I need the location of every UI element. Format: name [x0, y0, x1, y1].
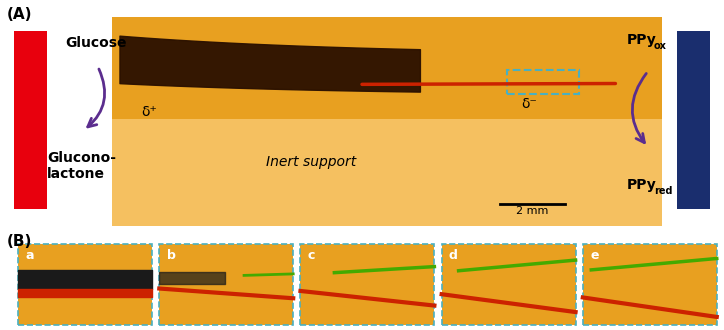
- Text: d: d: [449, 249, 458, 262]
- Text: a: a: [25, 249, 34, 262]
- Bar: [677, 31, 710, 209]
- Text: c: c: [308, 249, 315, 262]
- Text: Glucose: Glucose: [65, 36, 127, 50]
- Bar: [112, 16, 662, 226]
- Text: e: e: [590, 249, 599, 262]
- Bar: [583, 244, 717, 325]
- Text: red: red: [654, 186, 673, 196]
- Bar: [300, 244, 434, 325]
- FancyArrowPatch shape: [88, 69, 105, 127]
- Bar: [507, 70, 579, 94]
- Bar: [442, 244, 576, 325]
- Bar: [159, 244, 293, 325]
- FancyArrowPatch shape: [632, 74, 647, 143]
- Bar: [112, 119, 662, 226]
- Text: PPy: PPy: [627, 33, 657, 48]
- Text: b: b: [167, 249, 175, 262]
- Text: (B): (B): [7, 234, 33, 249]
- Bar: [18, 244, 152, 325]
- Text: Inert support: Inert support: [266, 154, 356, 169]
- Text: Glucono-
lactone: Glucono- lactone: [47, 151, 116, 182]
- Bar: [14, 31, 47, 209]
- Text: δ⁺: δ⁺: [141, 105, 157, 118]
- Text: ox: ox: [654, 41, 667, 51]
- Text: δ⁻: δ⁻: [521, 97, 537, 112]
- Text: PPy: PPy: [627, 178, 657, 192]
- Text: 2 mm: 2 mm: [516, 206, 548, 216]
- Text: (A): (A): [7, 7, 33, 22]
